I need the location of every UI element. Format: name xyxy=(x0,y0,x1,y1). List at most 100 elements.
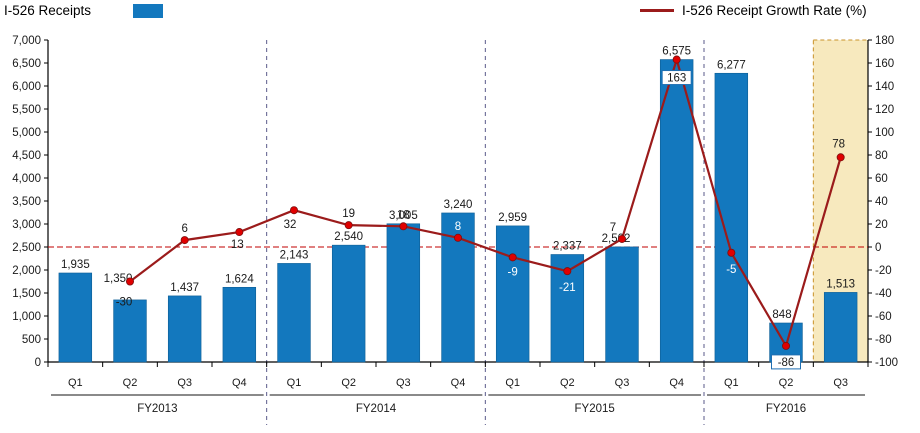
x-axis-quarter-label: Q1 xyxy=(505,377,520,389)
bar-value-label: 3,005 xyxy=(389,210,418,222)
growth-rate-label: 6 xyxy=(181,223,187,235)
legend-item-receipts: I-526 Receipts xyxy=(4,3,164,18)
x-axis-quarter-label: Q4 xyxy=(669,377,684,389)
y-tick-label-right: -20 xyxy=(875,265,892,277)
legend-label-growth-rate: I-526 Receipt Growth Rate (%) xyxy=(682,3,867,18)
growth-rate-label: -30 xyxy=(116,297,133,309)
x-axis-quarter-label: Q1 xyxy=(68,377,83,389)
growth-rate-marker[interactable] xyxy=(235,228,244,237)
bar-value-label: 848 xyxy=(772,309,791,321)
growth-rate-label: 163 xyxy=(667,73,686,85)
y-tick-label-right: 160 xyxy=(875,58,894,70)
x-axis-quarter-label: Q1 xyxy=(287,377,302,389)
x-axis-quarter-label: Q3 xyxy=(615,377,630,389)
growth-rate-marker[interactable] xyxy=(727,248,736,257)
x-axis-quarter-label: Q2 xyxy=(779,377,794,389)
growth-rate-label: -9 xyxy=(508,266,518,278)
bar-value-label: 2,540 xyxy=(334,231,363,243)
bar-value-label: 1,624 xyxy=(225,273,254,285)
growth-rate-label: -21 xyxy=(559,282,576,294)
growth-rate-marker[interactable] xyxy=(672,55,681,64)
bar[interactable] xyxy=(58,272,93,363)
x-axis-fy-label: FY2015 xyxy=(575,403,615,415)
growth-rate-label: 8 xyxy=(455,221,461,233)
y-tick-label-right: 140 xyxy=(875,81,894,93)
bar[interactable] xyxy=(659,59,694,363)
growth-rate-marker[interactable] xyxy=(126,277,135,286)
y-tick-label-left: 1,500 xyxy=(12,288,41,300)
y-tick-label-right: 60 xyxy=(875,173,888,185)
bar[interactable] xyxy=(386,223,421,363)
x-axis-fy-label: FY2014 xyxy=(356,403,397,415)
y-tick-label-left: 3,000 xyxy=(12,219,41,231)
bar[interactable] xyxy=(167,295,202,363)
growth-rate-marker[interactable] xyxy=(399,222,408,231)
growth-rate-marker[interactable] xyxy=(836,153,845,162)
y-tick-label-right: -80 xyxy=(875,334,892,346)
growth-rate-label: 78 xyxy=(832,138,845,150)
bar[interactable] xyxy=(331,244,366,363)
growth-rate-marker[interactable] xyxy=(180,236,189,245)
x-axis-fy-label: FY2013 xyxy=(137,403,177,415)
y-tick-label-right: 100 xyxy=(875,127,894,139)
bar-value-label: 2,143 xyxy=(280,249,309,261)
y-tick-label-left: 2,000 xyxy=(12,265,41,277)
bar-value-label: 1,935 xyxy=(61,259,90,271)
x-axis-fy-label: FY2016 xyxy=(766,403,806,415)
bar-value-label: 2,959 xyxy=(498,212,527,224)
bar-swatch-icon xyxy=(133,3,164,18)
bar[interactable] xyxy=(277,263,311,363)
y-tick-label-right: 40 xyxy=(875,196,888,208)
y-tick-label-left: 7,000 xyxy=(12,35,41,47)
bar-value-label: 1,350 xyxy=(104,273,133,285)
growth-rate-marker[interactable] xyxy=(508,253,517,262)
x-axis-quarter-label: Q4 xyxy=(232,377,247,389)
growth-rate-marker[interactable] xyxy=(563,267,572,276)
y-tick-label-right: 80 xyxy=(875,150,888,162)
growth-rate-marker[interactable] xyxy=(618,234,627,243)
y-tick-label-right: -60 xyxy=(875,311,892,323)
growth-rate-label-box xyxy=(771,354,801,370)
y-tick-label-left: 5,000 xyxy=(12,127,41,139)
bar[interactable] xyxy=(823,292,858,363)
x-axis-quarter-label: Q2 xyxy=(560,377,575,389)
y-tick-label-left: 6,000 xyxy=(12,81,41,93)
y-tick-label-right: 120 xyxy=(875,104,894,116)
growth-rate-label: 18 xyxy=(397,209,410,221)
bar-value-label: 3,240 xyxy=(444,199,473,211)
bar-value-label: 6,277 xyxy=(717,59,746,71)
bar[interactable] xyxy=(714,72,749,363)
growth-rate-label: -86 xyxy=(778,357,795,369)
y-tick-label-left: 5,500 xyxy=(12,104,41,116)
growth-rate-label: 13 xyxy=(231,239,244,251)
growth-rate-label: -5 xyxy=(726,264,736,276)
y-tick-label-left: 6,500 xyxy=(12,58,41,70)
y-tick-label-left: 3,500 xyxy=(12,196,41,208)
growth-rate-marker[interactable] xyxy=(344,221,353,230)
legend-item-growth-rate: I-526 Receipt Growth Rate (%) xyxy=(640,3,867,18)
growth-rate-marker[interactable] xyxy=(782,341,791,350)
x-axis-quarter-label: Q3 xyxy=(177,377,192,389)
y-tick-label-right: -100 xyxy=(875,357,898,369)
growth-rate-marker[interactable] xyxy=(289,206,298,215)
growth-rate-label: 7 xyxy=(610,222,616,234)
bar-value-label: 1,437 xyxy=(170,282,199,294)
y-tick-label-left: 4,000 xyxy=(12,173,41,185)
growth-rate-marker[interactable] xyxy=(453,233,462,242)
bar[interactable] xyxy=(113,299,147,363)
x-axis-quarter-label: Q2 xyxy=(123,377,138,389)
x-axis-quarter-label: Q1 xyxy=(724,377,739,389)
y-tick-label-left: 500 xyxy=(22,334,41,346)
y-tick-label-right: 180 xyxy=(875,35,894,47)
x-axis-quarter-label: Q3 xyxy=(833,377,848,389)
y-tick-label-left: 1,000 xyxy=(12,311,41,323)
bar-value-label: 2,337 xyxy=(553,240,582,252)
y-tick-label-right: -40 xyxy=(875,288,892,300)
bar[interactable] xyxy=(222,286,257,363)
bar[interactable] xyxy=(605,246,639,363)
bar[interactable] xyxy=(495,225,530,363)
legend-label-receipts: I-526 Receipts xyxy=(4,3,92,18)
x-axis-quarter-label: Q4 xyxy=(451,377,466,389)
growth-rate-line xyxy=(129,55,842,349)
